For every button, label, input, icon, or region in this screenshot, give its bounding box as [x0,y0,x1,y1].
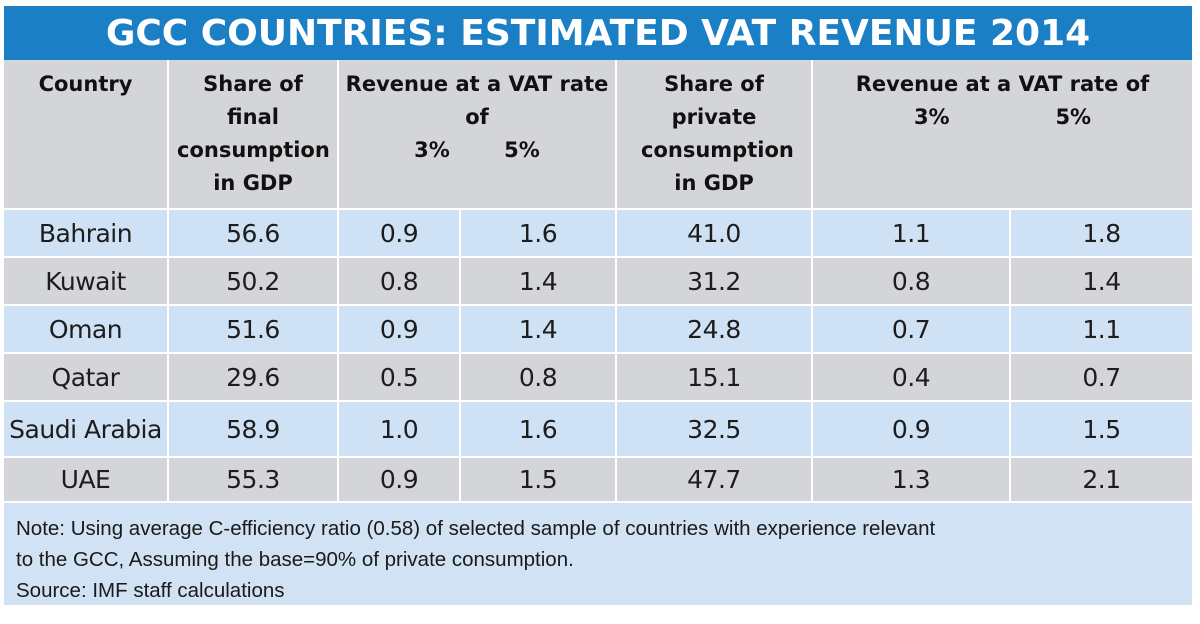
table-row: Bahrain 56.6 0.9 1.6 41.0 1.1 1.8 [4,208,1193,257]
cell-revenue-3-final: 0.5 [337,352,460,401]
header-revenue-private-group: Revenue at a VAT rate of 3% 5% [811,60,1193,209]
note-line-1: Note: Using average C-efficiency ratio (… [16,517,936,540]
header-rate-5-private: 5% [1055,105,1092,129]
header-country-label: Country [38,72,133,96]
cell-revenue-3-final: 0.8 [337,256,460,305]
header-share-final-label: Share of final consumption in GDP [177,72,330,195]
cell-revenue-5-final: 1.4 [458,304,617,353]
cell-share-private: 31.2 [615,256,813,305]
note-box: Note: Using average C-efficiency ratio (… [4,501,1192,605]
cell-share-private: 41.0 [615,208,813,257]
cell-country: Kuwait [4,256,168,305]
cell-revenue-3-private: 0.7 [811,304,1011,353]
table-title: GCC COUNTRIES: ESTIMATED VAT REVENUE 201… [4,6,1192,60]
cell-revenue-5-private: 1.4 [1009,256,1193,305]
cell-share-final: 55.3 [167,456,338,501]
header-share-final: Share of final consumption in GDP [167,60,338,209]
vat-revenue-table: Country Share of final consumption in GD… [4,60,1193,501]
header-revenue-final-rates: 3% 5% [339,134,615,167]
header-revenue-private-rates: 3% 5% [813,101,1192,134]
cell-revenue-5-private: 2.1 [1009,456,1193,501]
cell-revenue-5-private: 0.7 [1009,352,1193,401]
cell-country: Qatar [4,352,168,401]
cell-revenue-5-private: 1.1 [1009,304,1193,353]
cell-revenue-3-final: 1.0 [337,400,460,457]
header-revenue-final-label: Revenue at a VAT rate of [345,72,609,129]
cell-revenue-3-private: 1.3 [811,456,1011,501]
table-row: Qatar 29.6 0.5 0.8 15.1 0.4 0.7 [4,352,1193,401]
cell-share-private: 32.5 [615,400,813,457]
vat-revenue-table-graphic: GCC COUNTRIES: ESTIMATED VAT REVENUE 201… [4,6,1193,605]
header-share-private: Share of private consumption in GDP [615,60,813,209]
cell-share-final: 56.6 [167,208,338,257]
table-row: UAE 55.3 0.9 1.5 47.7 1.3 2.1 [4,456,1193,501]
header-revenue-private-label: Revenue at a VAT rate of [855,72,1150,96]
cell-country: Bahrain [4,208,168,257]
cell-revenue-5-final: 1.6 [458,400,617,457]
note-line-2: to the GCC, Assuming the base=90% of pri… [16,548,574,571]
cell-revenue-5-final: 1.4 [458,256,617,305]
cell-revenue-3-final: 0.9 [337,456,460,501]
cell-revenue-3-private: 0.9 [811,400,1011,457]
cell-revenue-3-private: 1.1 [811,208,1011,257]
cell-share-private: 15.1 [615,352,813,401]
cell-revenue-5-final: 0.8 [458,352,617,401]
header-rate-3-private: 3% [913,105,950,129]
table-row: Kuwait 50.2 0.8 1.4 31.2 0.8 1.4 [4,256,1193,305]
table-row: Saudi Arabia 58.9 1.0 1.6 32.5 0.9 1.5 [4,400,1193,457]
cell-revenue-3-final: 0.9 [337,304,460,353]
header-share-private-label: Share of private consumption in GDP [641,72,794,195]
cell-revenue-3-private: 0.4 [811,352,1011,401]
cell-revenue-5-private: 1.5 [1009,400,1193,457]
cell-country: Oman [4,304,168,353]
cell-share-final: 58.9 [167,400,338,457]
cell-revenue-5-final: 1.5 [458,456,617,501]
header-rate-3-final: 3% [414,138,450,162]
cell-share-private: 24.8 [615,304,813,353]
cell-share-final: 51.6 [167,304,338,353]
table-body: Bahrain 56.6 0.9 1.6 41.0 1.1 1.8 Kuwait 50.2 0.8… [4,208,1193,501]
cell-country: Saudi Arabia [4,400,168,457]
cell-share-final: 29.6 [167,352,338,401]
cell-revenue-5-final: 1.6 [458,208,617,257]
cell-share-final: 50.2 [167,256,338,305]
cell-revenue-3-private: 0.8 [811,256,1011,305]
source-line: Source: IMF staff calculations [16,579,285,602]
table-row: Oman 51.6 0.9 1.4 24.8 0.7 1.1 [4,304,1193,353]
header-revenue-final-group: Revenue at a VAT rate of 3% 5% [336,60,617,209]
header-country: Country [4,60,168,209]
cell-revenue-3-final: 0.9 [337,208,460,257]
cell-country: UAE [4,456,168,501]
cell-revenue-5-private: 1.8 [1009,208,1193,257]
cell-share-private: 47.7 [615,456,813,501]
header-rate-5-final: 5% [504,138,540,162]
